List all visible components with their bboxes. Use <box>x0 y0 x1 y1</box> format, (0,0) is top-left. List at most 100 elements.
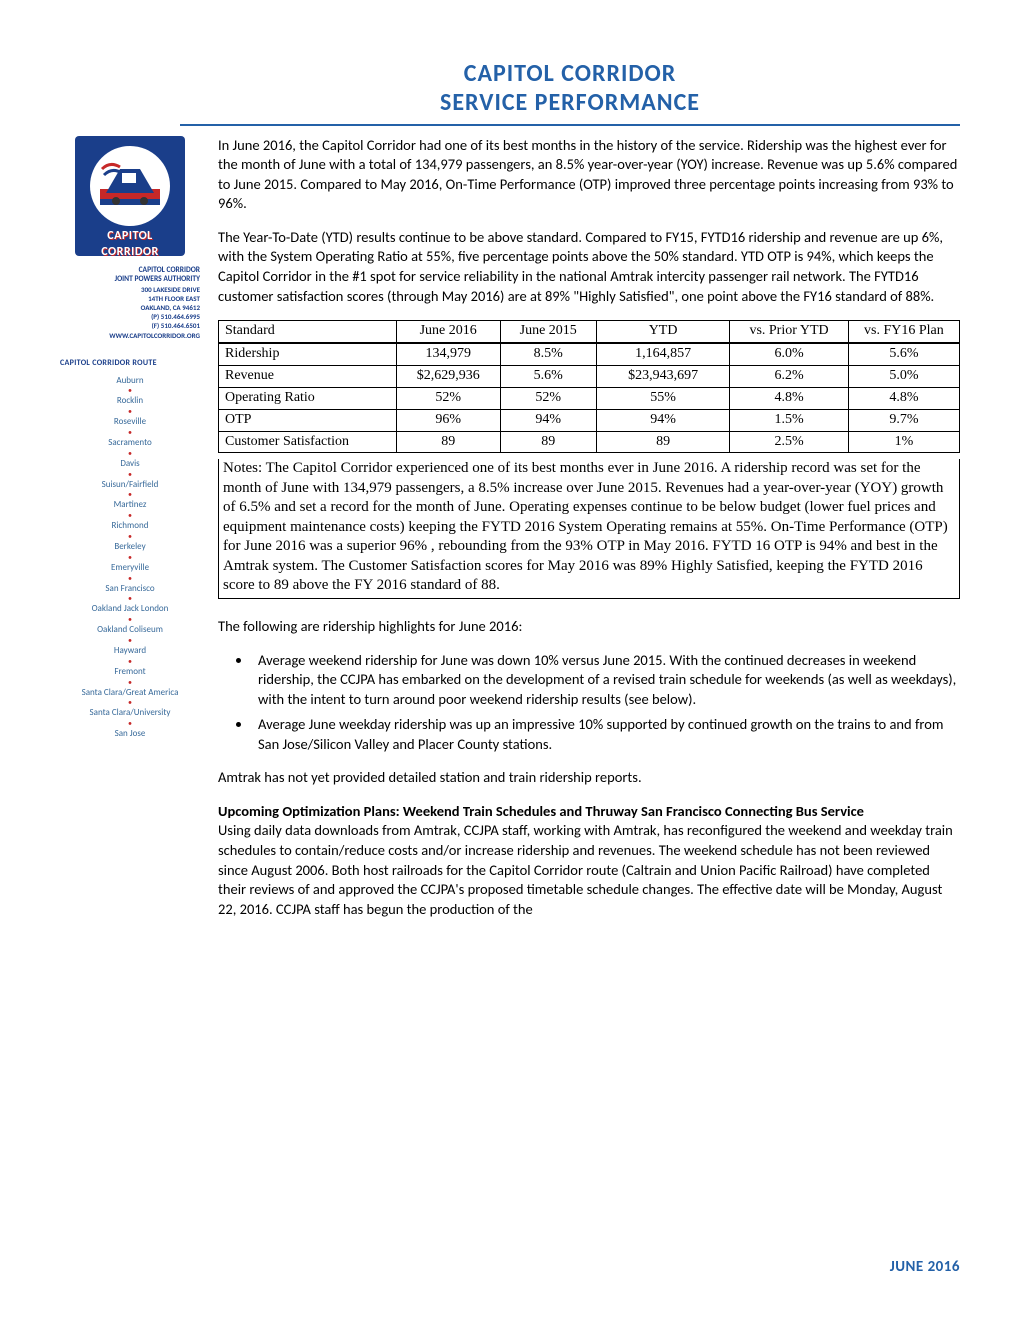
table-cell: 4.8% <box>848 387 959 409</box>
route-dot-icon: • <box>60 410 200 414</box>
route-dot-icon: • <box>60 389 200 393</box>
title-line1: CAPITOL CORRIDOR <box>180 60 960 89</box>
table-row: Operating Ratio52%52%55%4.8%4.8% <box>219 387 960 409</box>
org-name1: CAPITOL CORRIDOR <box>60 266 200 276</box>
table-cell: 6.0% <box>730 343 849 365</box>
table-header-row: StandardJune 2016June 2015YTDvs. Prior Y… <box>219 321 960 343</box>
table-cell: OTP <box>219 409 397 431</box>
org-block: CAPITOL CORRIDOR JOINT POWERS AUTHORITY … <box>60 266 200 340</box>
route-dot-icon: • <box>60 493 200 497</box>
table-cell: 2.5% <box>730 431 849 453</box>
table-cell: $23,943,697 <box>596 365 729 387</box>
logo-brand2: CORRIDOR <box>75 246 185 256</box>
route-dot-icon: • <box>60 535 200 539</box>
route-dot-icon: • <box>60 431 200 435</box>
performance-table: StandardJune 2016June 2015YTDvs. Prior Y… <box>218 320 960 453</box>
route-dot-icon: • <box>60 452 200 456</box>
logo-brand1: CAPITOL <box>75 230 185 242</box>
route-stop: Auburn <box>60 376 200 387</box>
table-cell: 52% <box>500 387 596 409</box>
logo-circle <box>90 146 170 226</box>
route-dot-icon: • <box>60 618 200 622</box>
table-cell: 96% <box>396 409 500 431</box>
table-col-header: YTD <box>596 321 729 343</box>
table-cell: Revenue <box>219 365 397 387</box>
table-cell: $2,629,936 <box>396 365 500 387</box>
table-col-header: Standard <box>219 321 397 343</box>
route-dot-icon: • <box>60 639 200 643</box>
org-addr2: 14TH FLOOR EAST <box>60 294 200 303</box>
route-stop: Santa Clara/Great America <box>60 688 200 699</box>
table-cell: 94% <box>500 409 596 431</box>
route-stop: Berkeley <box>60 542 200 553</box>
plans-head: Upcoming Optimization Plans: Weekend Tra… <box>218 802 864 820</box>
org-phone: (P) 510.464.6995 <box>60 312 200 321</box>
table-cell: 4.8% <box>730 387 849 409</box>
highlights-list: Average weekend ridership for June was d… <box>252 651 960 755</box>
route-dot-icon: • <box>60 514 200 518</box>
table-cell: 6.2% <box>730 365 849 387</box>
route-stop: Richmond <box>60 521 200 532</box>
table-cell: Ridership <box>219 343 397 365</box>
table-cell: 89 <box>396 431 500 453</box>
para-2: The Year-To-Date (YTD) results continue … <box>218 228 960 306</box>
plans-body: Using daily data downloads from Amtrak, … <box>218 821 953 917</box>
table-notes: Notes: The Capitol Corridor experienced … <box>218 459 960 599</box>
route-stop: Rocklin <box>60 396 200 407</box>
route-list: Auburn•Rocklin•Roseville•Sacramento•Davi… <box>60 376 200 740</box>
table-cell: Customer Satisfaction <box>219 431 397 453</box>
footer-date: JUNE 2016 <box>890 1258 960 1276</box>
table-col-header: June 2016 <box>396 321 500 343</box>
table-cell: 89 <box>500 431 596 453</box>
table-cell: 52% <box>396 387 500 409</box>
table-row: OTP96%94%94%1.5%9.7% <box>219 409 960 431</box>
table-cell: 8.5% <box>500 343 596 365</box>
route-stop: Suisun/Fairfield <box>60 480 200 491</box>
route-stop: Fremont <box>60 667 200 678</box>
table-cell: Operating Ratio <box>219 387 397 409</box>
org-fax: (F) 510.464.6501 <box>60 321 200 330</box>
table-cell: 1% <box>848 431 959 453</box>
sidebar: CAPITOL CORRIDOR JOINT POWERS AUTHORITY … <box>60 136 200 934</box>
highlights-intro: The following are ridership highlights f… <box>218 617 960 637</box>
table-cell: 134,979 <box>396 343 500 365</box>
title-block: CAPITOL CORRIDOR SERVICE PERFORMANCE <box>180 60 960 126</box>
content: In June 2016, the Capitol Corridor had o… <box>218 136 960 934</box>
route-stop: Martinez <box>60 500 200 511</box>
table-cell: 94% <box>596 409 729 431</box>
table-cell: 89 <box>596 431 729 453</box>
list-item: Average weekend ridership for June was d… <box>252 651 960 710</box>
table-col-header: vs. FY16 Plan <box>848 321 959 343</box>
route-stop: Davis <box>60 459 200 470</box>
amtrak-note: Amtrak has not yet provided detailed sta… <box>218 768 960 788</box>
route-stop: Oakland Jack London <box>60 604 200 615</box>
logo: CAPITOL CORRIDOR JOINT POWERS AUTHORITY <box>75 136 185 256</box>
table-cell: 5.6% <box>500 365 596 387</box>
table-cell: 55% <box>596 387 729 409</box>
route-dot-icon: • <box>60 597 200 601</box>
table-col-header: vs. Prior YTD <box>730 321 849 343</box>
para-1: In June 2016, the Capitol Corridor had o… <box>218 136 960 214</box>
org-web: WWW.CAPITOLCORRIDOR.ORG <box>60 331 200 340</box>
train-icon <box>100 159 160 213</box>
table-cell: 9.7% <box>848 409 959 431</box>
route-stop: Hayward <box>60 646 200 657</box>
route-stop: San Jose <box>60 729 200 740</box>
list-item: Average June weekday ridership was up an… <box>252 715 960 754</box>
route-dot-icon: • <box>60 577 200 581</box>
plans-paragraph: Upcoming Optimization Plans: Weekend Tra… <box>218 802 960 919</box>
route-stop: San Francisco <box>60 584 200 595</box>
route-dot-icon: • <box>60 701 200 705</box>
table-row: Customer Satisfaction8989892.5%1% <box>219 431 960 453</box>
org-name2: JOINT POWERS AUTHORITY <box>60 275 200 285</box>
org-addr1: 300 LAKESIDE DRIVE <box>60 285 200 294</box>
route-dot-icon: • <box>60 473 200 477</box>
table-cell: 1.5% <box>730 409 849 431</box>
table-row: Revenue$2,629,9365.6%$23,943,6976.2%5.0% <box>219 365 960 387</box>
route-dot-icon: • <box>60 681 200 685</box>
route-stop: Roseville <box>60 417 200 428</box>
route-header: CAPITOL CORRIDOR ROUTE <box>60 358 200 368</box>
route-stop: Emeryville <box>60 563 200 574</box>
table-col-header: June 2015 <box>500 321 596 343</box>
table-cell: 5.0% <box>848 365 959 387</box>
